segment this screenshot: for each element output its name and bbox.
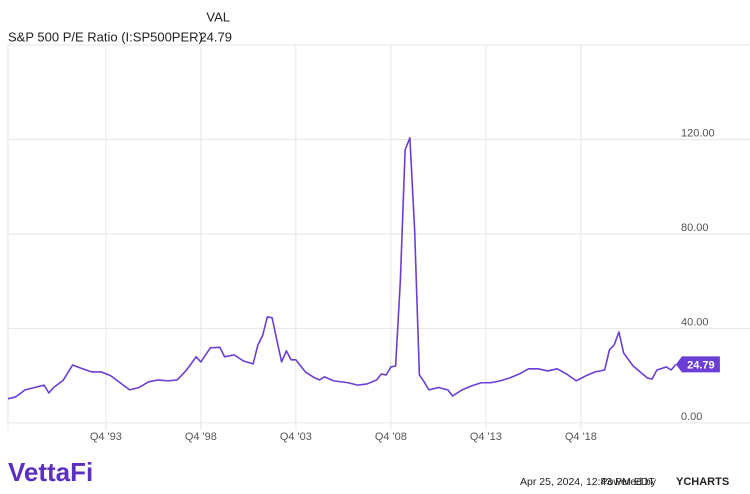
x-tick-label: Q4 '08	[375, 431, 407, 443]
y-tick-label: 120.00	[681, 127, 715, 139]
x-tick-label: Q4 '18	[565, 431, 597, 443]
x-tick-label: Q4 '13	[470, 431, 502, 443]
timestamp: Apr 25, 2024, 12:43 PM EDT	[520, 476, 655, 488]
value-badge	[675, 356, 720, 373]
legend-series-name: S&P 500 P/E Ratio (I:SP500PER)	[8, 29, 203, 44]
legend-header: VAL	[206, 9, 230, 24]
x-tick-label: Q4 '98	[185, 431, 217, 443]
legend-value: 24.79	[199, 29, 232, 44]
powered-by: Powered by	[601, 476, 657, 488]
logo: VettaFi	[8, 457, 93, 487]
y-tick-label: 40.00	[681, 316, 709, 328]
brand: YCHARTS	[676, 476, 729, 488]
line-series	[7, 137, 677, 400]
value-badge-label: 24.79	[687, 359, 715, 371]
y-tick-label: 0.00	[681, 411, 702, 423]
x-tick-label: Q4 '93	[90, 431, 122, 443]
x-tick-label: Q4 '03	[280, 431, 312, 443]
y-tick-label: 80.00	[681, 222, 709, 234]
